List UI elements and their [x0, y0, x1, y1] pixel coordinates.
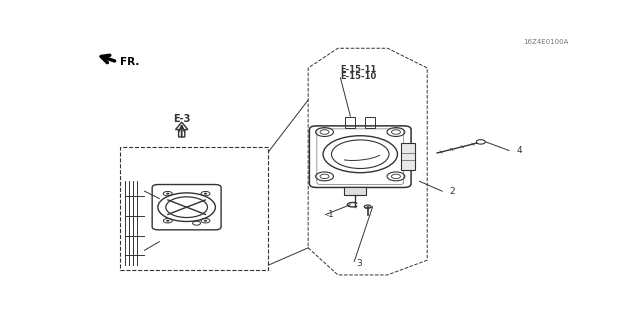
Text: 1: 1 — [328, 210, 333, 219]
Bar — [401, 143, 415, 170]
Text: 4: 4 — [516, 146, 522, 155]
Text: E-3: E-3 — [173, 114, 190, 124]
Circle shape — [364, 205, 371, 208]
Text: E-15-11: E-15-11 — [340, 65, 377, 74]
Circle shape — [166, 220, 169, 221]
Text: FR.: FR. — [120, 57, 139, 67]
Text: E-15-10: E-15-10 — [340, 72, 377, 81]
Circle shape — [166, 193, 169, 194]
Text: 2: 2 — [449, 187, 455, 196]
Text: 3: 3 — [356, 259, 362, 268]
Text: 16Z4E0100A: 16Z4E0100A — [523, 38, 568, 44]
Circle shape — [204, 193, 207, 194]
Bar — [365, 117, 375, 128]
Circle shape — [204, 220, 207, 221]
Bar — [346, 117, 355, 128]
Bar — [120, 147, 269, 270]
Bar — [344, 188, 366, 195]
